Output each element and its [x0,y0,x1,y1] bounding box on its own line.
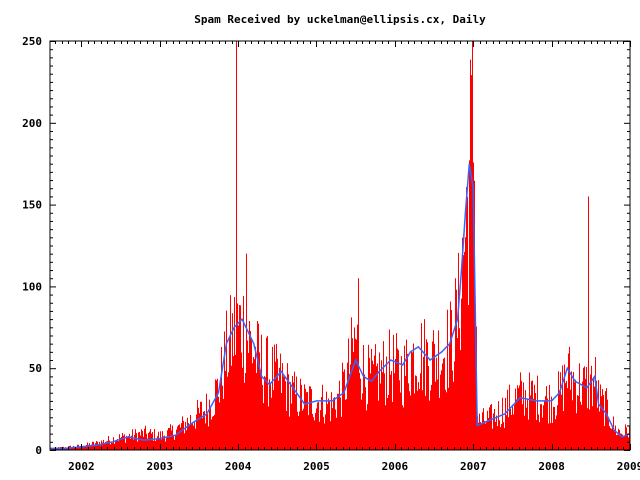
x-tick-label: 2007 [460,460,487,473]
x-tick-label: 2009 [617,460,640,473]
y-tick-label: 250 [22,35,42,48]
y-tick-label: 150 [22,199,42,212]
daily-spam-bars [51,41,630,450]
x-tick-label: 2005 [303,460,330,473]
x-tick-label: 2003 [146,460,173,473]
x-tick-label: 2006 [382,460,409,473]
y-tick-label: 0 [35,444,42,457]
x-tick-label: 2008 [538,460,565,473]
y-tick-label: 200 [22,117,42,130]
y-tick-label: 100 [22,280,42,293]
average-line-layer [50,163,631,450]
x-tick-label: 2004 [225,460,252,473]
y-tick-label: 50 [29,362,42,375]
x-tick-label: 2002 [68,460,95,473]
average-line [50,163,631,450]
x-axis: 2002 2003 2004 2005 2006 2007 2008 2009 [55,41,640,473]
y-axis: 0 50 100 150 200 250 [22,35,630,457]
chart-title: Spam Received by uckelman@ellipsis.cx, D… [194,13,486,26]
